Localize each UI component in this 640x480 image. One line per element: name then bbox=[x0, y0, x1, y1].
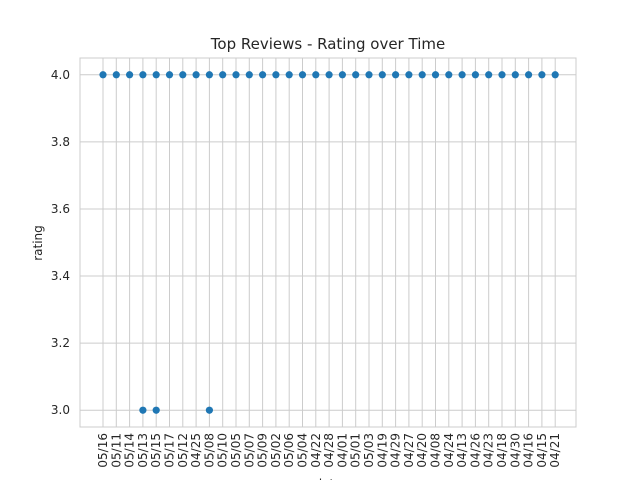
data-point bbox=[392, 71, 400, 79]
x-tick-label: 05/12 bbox=[176, 433, 190, 468]
data-point bbox=[498, 71, 506, 79]
data-point bbox=[205, 406, 213, 414]
data-point bbox=[431, 71, 440, 79]
data-point bbox=[219, 71, 227, 79]
x-tick-label: 05/10 bbox=[216, 433, 230, 468]
data-point bbox=[179, 71, 187, 79]
x-tick-label: 04/26 bbox=[468, 433, 482, 468]
chart-title: Top Reviews - Rating over Time bbox=[210, 35, 445, 53]
x-tick-label: 04/16 bbox=[522, 433, 536, 468]
y-tick-label: 3.6 bbox=[51, 202, 70, 216]
data-point bbox=[205, 71, 213, 79]
x-grid bbox=[102, 58, 556, 427]
x-tick-label: 05/06 bbox=[282, 433, 296, 468]
x-tick-label: 05/08 bbox=[202, 433, 216, 468]
data-point bbox=[352, 71, 360, 79]
x-tick-label: 04/22 bbox=[309, 433, 323, 468]
data-points bbox=[99, 71, 559, 414]
data-point bbox=[445, 71, 453, 79]
x-tick-label: 05/16 bbox=[96, 433, 110, 468]
data-point bbox=[152, 406, 160, 414]
x-tick-label: 04/30 bbox=[508, 433, 522, 468]
data-point bbox=[232, 71, 240, 79]
x-tick-label: 05/01 bbox=[349, 433, 363, 468]
data-point bbox=[259, 71, 267, 79]
x-tick-label: 05/05 bbox=[229, 433, 243, 468]
x-tick-label: 04/29 bbox=[389, 433, 403, 468]
x-tick-label: 04/01 bbox=[335, 433, 349, 468]
x-tick-label: 04/08 bbox=[429, 433, 443, 468]
y-tick-label: 4.0 bbox=[51, 68, 70, 82]
x-tick-label: 04/13 bbox=[455, 433, 469, 468]
data-point bbox=[485, 71, 493, 79]
x-tick-label: 04/21 bbox=[548, 433, 562, 468]
data-point bbox=[525, 71, 533, 79]
data-point bbox=[112, 71, 120, 79]
data-point bbox=[405, 71, 413, 79]
y-axis-label: rating bbox=[31, 225, 45, 261]
x-tick-label: 05/09 bbox=[256, 433, 270, 468]
data-point bbox=[245, 71, 253, 79]
x-tick-label: 05/07 bbox=[242, 433, 256, 468]
x-tick-labels: 05/16 05/11 05/14 05/13 05/15 05/17 05/12 04/25… bbox=[96, 433, 562, 468]
data-point bbox=[378, 71, 386, 79]
x-tick-label: 04/28 bbox=[322, 433, 336, 468]
data-point bbox=[471, 71, 479, 79]
data-point bbox=[285, 71, 293, 79]
data-point bbox=[538, 71, 546, 79]
y-tick-label: 3.8 bbox=[51, 135, 70, 149]
data-point bbox=[192, 71, 200, 79]
x-tick-label: 04/15 bbox=[535, 433, 549, 468]
data-point bbox=[99, 71, 107, 79]
data-point bbox=[511, 71, 519, 79]
data-point bbox=[298, 71, 307, 79]
data-point bbox=[152, 71, 160, 79]
x-tick-label: 04/20 bbox=[415, 433, 429, 468]
data-point bbox=[165, 71, 174, 79]
x-tick-label: 04/18 bbox=[495, 433, 509, 468]
data-point bbox=[551, 71, 559, 79]
x-tick-label: 04/27 bbox=[402, 433, 416, 468]
x-tick-label: 04/25 bbox=[189, 433, 203, 468]
x-tick-label: 04/23 bbox=[482, 433, 496, 468]
data-point bbox=[325, 71, 333, 79]
x-tick-label: 04/19 bbox=[375, 433, 389, 468]
data-point bbox=[458, 71, 466, 79]
y-tick-label: 3.4 bbox=[51, 269, 70, 283]
x-axis-label: date bbox=[314, 477, 341, 480]
data-point bbox=[338, 71, 346, 79]
x-tick-label: 05/02 bbox=[269, 433, 283, 468]
y-tick-labels: 3.0 3.2 3.4 3.6 3.8 4.0 bbox=[51, 68, 70, 417]
data-point bbox=[126, 71, 134, 79]
x-tick-label: 05/11 bbox=[109, 433, 123, 468]
x-tick-label: 05/04 bbox=[296, 433, 310, 468]
data-point bbox=[365, 71, 373, 79]
x-tick-label: 05/15 bbox=[149, 433, 163, 468]
y-grid bbox=[80, 74, 576, 411]
x-tick-label: 05/03 bbox=[362, 433, 376, 468]
x-tick-label: 05/14 bbox=[123, 433, 137, 468]
y-tick-label: 3.0 bbox=[51, 403, 70, 417]
x-tick-label: 05/13 bbox=[136, 433, 150, 468]
data-point bbox=[312, 71, 320, 79]
x-tick-label: 05/17 bbox=[163, 433, 177, 468]
data-point bbox=[272, 71, 280, 79]
data-point bbox=[139, 71, 147, 79]
data-point bbox=[418, 71, 426, 79]
plot-frame bbox=[79, 57, 577, 428]
y-tick-label: 3.2 bbox=[51, 336, 70, 350]
data-point bbox=[139, 406, 147, 414]
x-tick-label: 04/24 bbox=[442, 433, 456, 468]
